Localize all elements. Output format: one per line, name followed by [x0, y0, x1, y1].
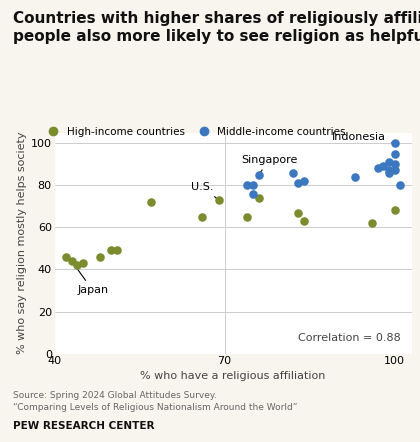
Point — [113, 247, 120, 254]
Point — [295, 179, 302, 187]
Point — [380, 163, 387, 170]
Point — [255, 171, 262, 178]
Point — [391, 150, 398, 157]
Point — [244, 213, 251, 220]
Point — [74, 262, 81, 269]
X-axis label: % who have a religious affiliation: % who have a religious affiliation — [140, 370, 326, 381]
Text: Indonesia: Indonesia — [332, 132, 392, 143]
Point — [391, 160, 398, 168]
Point — [386, 169, 392, 176]
Point — [391, 140, 398, 147]
Legend: High-income countries, Middle-income countries: High-income countries, Middle-income cou… — [39, 122, 350, 141]
Point — [289, 169, 296, 176]
Text: Source: Spring 2024 Global Attitudes Survey.: Source: Spring 2024 Global Attitudes Sur… — [13, 391, 216, 400]
Point — [244, 182, 251, 189]
Point — [301, 217, 307, 225]
Point — [63, 253, 69, 260]
Point — [386, 167, 392, 174]
Point — [295, 209, 302, 216]
Point — [386, 159, 392, 166]
Text: Japan: Japan — [73, 263, 108, 295]
Y-axis label: % who say religion mostly helps society: % who say religion mostly helps society — [17, 132, 26, 354]
Text: Countries with higher shares of religiously affiliated
people also more likely t: Countries with higher shares of religiou… — [13, 11, 420, 44]
Point — [374, 165, 381, 172]
Point — [352, 173, 358, 180]
Point — [68, 257, 75, 264]
Text: Singapore: Singapore — [241, 155, 298, 172]
Text: Correlation = 0.88: Correlation = 0.88 — [298, 332, 401, 343]
Point — [369, 220, 375, 227]
Point — [249, 190, 256, 197]
Point — [301, 178, 307, 185]
Point — [391, 167, 398, 174]
Point — [255, 194, 262, 202]
Point — [199, 213, 205, 220]
Point — [147, 198, 154, 206]
Point — [391, 207, 398, 214]
Point — [97, 253, 103, 260]
Text: “Comparing Levels of Religious Nationalism Around the World”: “Comparing Levels of Religious Nationali… — [13, 403, 297, 412]
Point — [397, 182, 404, 189]
Point — [249, 182, 256, 189]
Point — [79, 259, 86, 267]
Point — [108, 247, 115, 254]
Text: PEW RESEARCH CENTER: PEW RESEARCH CENTER — [13, 421, 154, 431]
Text: U.S.: U.S. — [191, 182, 217, 198]
Point — [215, 196, 222, 203]
